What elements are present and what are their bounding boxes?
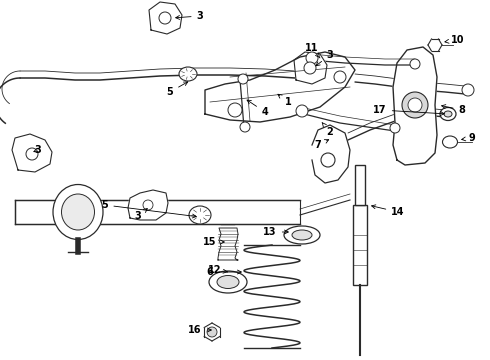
Circle shape	[26, 148, 38, 160]
Text: 13: 13	[263, 227, 288, 237]
Ellipse shape	[442, 136, 458, 148]
Text: 5: 5	[101, 200, 196, 218]
Text: 17: 17	[373, 105, 444, 116]
Text: 4: 4	[247, 100, 269, 117]
Ellipse shape	[217, 275, 239, 288]
Polygon shape	[149, 2, 182, 34]
Circle shape	[159, 12, 171, 24]
Circle shape	[334, 71, 346, 83]
Text: 8: 8	[441, 105, 466, 115]
Ellipse shape	[444, 111, 452, 117]
Ellipse shape	[284, 226, 320, 244]
Circle shape	[143, 200, 153, 210]
Text: 5: 5	[167, 82, 188, 97]
Circle shape	[462, 84, 474, 96]
Circle shape	[410, 59, 420, 69]
Circle shape	[238, 74, 248, 84]
Text: 1: 1	[278, 94, 292, 107]
Polygon shape	[393, 47, 437, 165]
Circle shape	[390, 123, 400, 133]
Ellipse shape	[207, 327, 217, 337]
Text: 9: 9	[462, 133, 475, 143]
Circle shape	[304, 62, 316, 74]
Text: 3: 3	[316, 50, 333, 66]
Ellipse shape	[53, 185, 103, 239]
Ellipse shape	[408, 98, 422, 112]
Ellipse shape	[292, 230, 312, 240]
Text: 16: 16	[188, 325, 211, 335]
Ellipse shape	[179, 67, 197, 81]
Text: 3: 3	[34, 145, 41, 155]
Circle shape	[240, 122, 250, 132]
Text: 11: 11	[305, 43, 320, 58]
Text: 12: 12	[208, 265, 227, 275]
Circle shape	[296, 105, 308, 117]
Text: 15: 15	[203, 237, 224, 247]
Text: 3: 3	[135, 208, 147, 221]
Polygon shape	[205, 52, 355, 122]
Ellipse shape	[189, 206, 211, 224]
Text: 7: 7	[315, 140, 329, 150]
Ellipse shape	[209, 271, 247, 293]
Polygon shape	[12, 134, 52, 172]
Ellipse shape	[402, 92, 428, 118]
Circle shape	[306, 52, 318, 64]
FancyBboxPatch shape	[15, 200, 300, 224]
Polygon shape	[312, 125, 350, 183]
Polygon shape	[294, 52, 327, 84]
FancyBboxPatch shape	[353, 205, 367, 285]
Polygon shape	[128, 190, 168, 220]
Text: 10: 10	[445, 35, 465, 45]
Circle shape	[228, 103, 242, 117]
Circle shape	[321, 153, 335, 167]
Ellipse shape	[62, 194, 95, 230]
Text: 14: 14	[371, 205, 405, 217]
Ellipse shape	[440, 108, 456, 121]
FancyBboxPatch shape	[355, 165, 366, 205]
Text: 2: 2	[322, 122, 333, 137]
Text: 6: 6	[207, 267, 241, 277]
Text: 3: 3	[176, 11, 203, 21]
